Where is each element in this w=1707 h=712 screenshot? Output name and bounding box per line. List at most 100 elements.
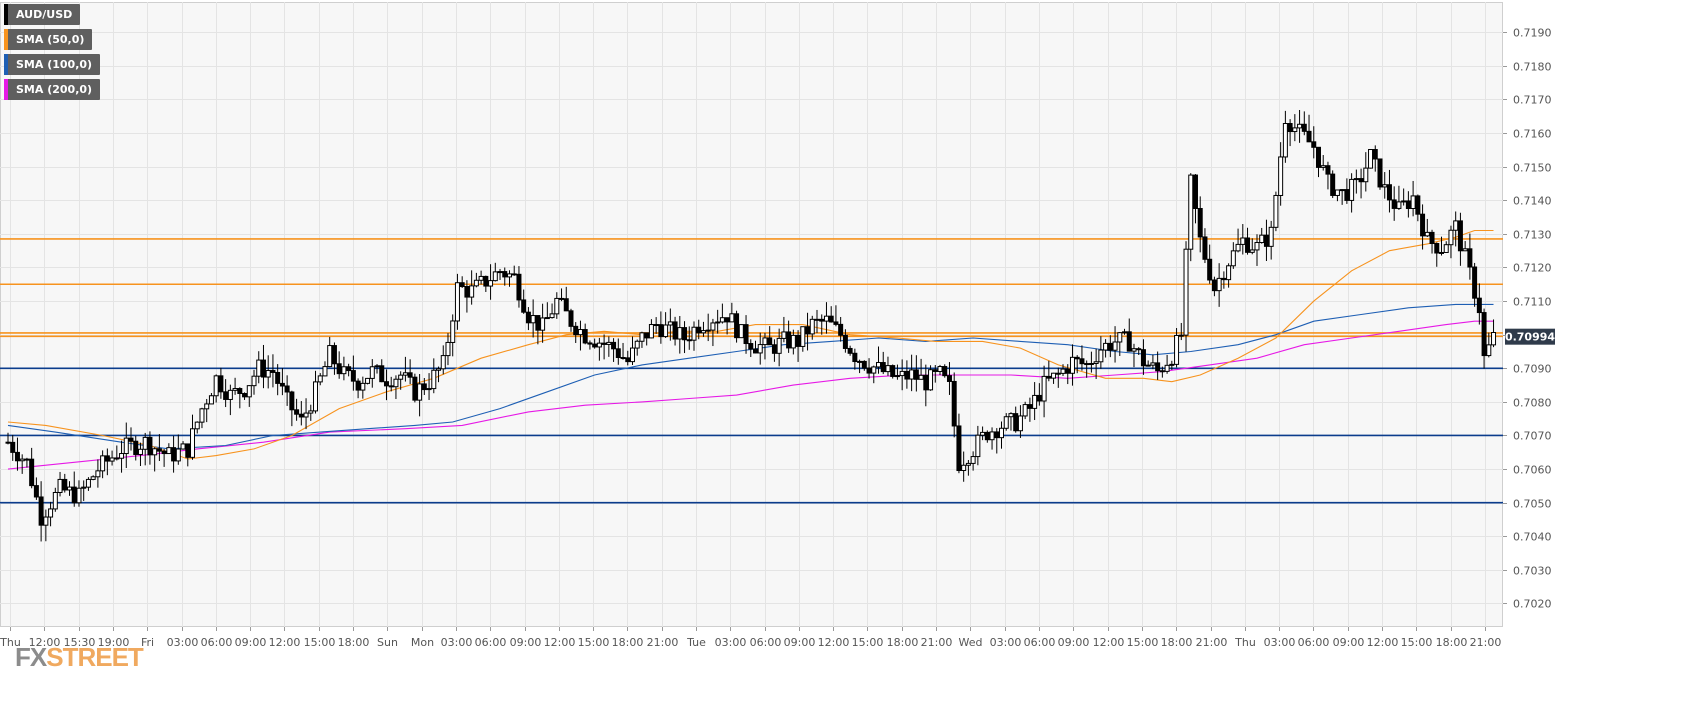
candle [450, 314, 456, 357]
candle-body [57, 478, 63, 493]
candle [549, 303, 555, 319]
candle [10, 434, 16, 461]
candle-body [753, 348, 758, 354]
candle [1325, 161, 1331, 190]
candle [1107, 335, 1113, 358]
candle [601, 334, 607, 360]
candle-body [412, 376, 418, 401]
candle-body [270, 370, 276, 373]
candle-body [1150, 362, 1156, 366]
candle-body [38, 496, 44, 526]
candle-body [1192, 174, 1198, 210]
candle-body [525, 311, 531, 324]
candle [185, 443, 191, 467]
candle-body [956, 425, 962, 472]
candle [360, 376, 366, 399]
candle-body [483, 275, 489, 287]
candle-body [677, 327, 683, 340]
candle [885, 356, 891, 376]
candle-body [776, 337, 782, 354]
candle-body [890, 365, 896, 377]
candle [696, 319, 702, 340]
candle-body [1112, 341, 1118, 351]
candle [223, 379, 229, 408]
candle-body [724, 317, 730, 323]
candle-body [573, 325, 579, 336]
candle-body [1131, 348, 1137, 352]
candle-body [374, 365, 380, 368]
x-tick-label: 06:00 [475, 636, 507, 649]
candle-body [473, 279, 479, 287]
candle-body [1254, 242, 1260, 251]
candle [847, 345, 853, 356]
candle-body [119, 453, 125, 459]
candle [166, 443, 172, 455]
candle [142, 432, 148, 466]
candle [1382, 172, 1388, 199]
candle [1017, 405, 1023, 438]
candle [161, 449, 167, 467]
candle-body [876, 362, 882, 368]
candle [190, 414, 196, 460]
candle [753, 340, 758, 354]
candle [1126, 318, 1132, 352]
x-tick-label: 15:30 [64, 636, 96, 649]
candle-body [913, 369, 919, 380]
candle-body [1282, 123, 1288, 158]
x-tick-label: 12:00 [544, 636, 576, 649]
candle [1344, 178, 1350, 204]
candle [592, 338, 598, 349]
candle [1301, 111, 1307, 136]
x-tick-label: 06:00 [201, 636, 233, 649]
candle-body [838, 323, 844, 336]
legend-item-audusd[interactable]: AUD/USD [4, 4, 81, 25]
candle-body [402, 372, 408, 376]
y-tick-label: 0.7120 [1513, 262, 1552, 275]
candle [270, 354, 276, 388]
candle-body [719, 317, 725, 323]
candle [417, 374, 423, 417]
x-tick-label: 18:00 [887, 636, 919, 649]
candle-body [1136, 348, 1142, 351]
candle [365, 377, 371, 385]
candle [928, 365, 934, 391]
candle [52, 487, 58, 512]
candle-body [1013, 413, 1019, 432]
candle-body [1207, 258, 1213, 281]
candle-body [535, 315, 541, 331]
legend-item-sma100[interactable]: SMA (100,0) [4, 54, 101, 75]
candle-body [1467, 248, 1473, 268]
candle [171, 435, 177, 473]
candle [573, 322, 579, 343]
x-tick-label: 19:00 [98, 636, 130, 649]
x-tick-label: 15:00 [1401, 636, 1433, 649]
candle-body [1339, 189, 1345, 192]
candle [757, 332, 763, 365]
candle-body [350, 370, 356, 382]
candle-body [909, 369, 915, 380]
candle-body [611, 341, 617, 350]
candle-body [1074, 356, 1080, 360]
candle [204, 398, 210, 423]
candle-body [417, 383, 423, 401]
candle-body [156, 448, 162, 452]
candle-body [365, 377, 371, 384]
candle-body [1382, 184, 1388, 188]
legend-item-sma200[interactable]: SMA (200,0) [4, 79, 101, 100]
candle [1386, 169, 1392, 213]
candle [156, 434, 162, 462]
candle [1065, 364, 1071, 385]
candle-body [180, 443, 186, 450]
legend-item-sma50[interactable]: SMA (50,0) [4, 29, 93, 50]
candle [180, 441, 186, 450]
legend-swatch-sma200 [4, 79, 8, 100]
candle [29, 447, 35, 489]
candle [1060, 364, 1066, 376]
candle-body [1003, 416, 1009, 429]
candle-body [502, 271, 508, 278]
candle [1320, 155, 1326, 171]
candle-body [814, 318, 820, 321]
candle [823, 302, 829, 334]
candle [894, 364, 900, 380]
candle [838, 316, 844, 342]
